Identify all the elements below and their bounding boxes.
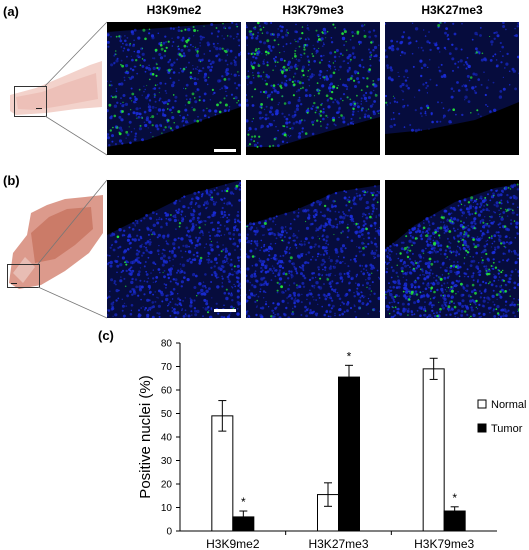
scale-bar-thumb-a	[36, 108, 42, 109]
legend-swatch-tumor	[477, 423, 487, 433]
micrograph-b-h3k27me3	[385, 180, 519, 318]
y-tick-label: 70	[161, 362, 173, 373]
y-tick-label: 20	[161, 480, 173, 491]
zoom-box-a	[14, 86, 47, 117]
zoom-connectors	[37, 21, 108, 319]
significance-marker: *	[452, 491, 457, 505]
significance-marker: *	[347, 349, 352, 363]
y-tick-label: 80	[161, 339, 173, 350]
micrograph-a-h3k27me3	[385, 22, 519, 155]
zoom-box-b	[7, 264, 40, 288]
panel-a-label: (a)	[3, 4, 19, 19]
significance-marker: *	[241, 495, 246, 509]
y-tick-label: 40	[161, 433, 173, 444]
error-bar	[345, 364, 353, 390]
bar-normal-h3k79me3	[422, 368, 445, 532]
error-bar	[450, 506, 459, 516]
micrograph-a-h3k79me3	[246, 22, 380, 155]
error-bar	[324, 482, 332, 507]
micrograph-b-h3k79me3	[246, 180, 380, 318]
y-tick-label: 0	[166, 527, 172, 538]
x-tick-label: H3K79me3	[414, 537, 474, 550]
micrograph-a-h3k9me2	[107, 22, 241, 155]
bar-tumor-h3k27me3	[338, 376, 360, 532]
panel-c-label: (c)	[98, 328, 114, 343]
column-title-h3k27me3: H3K27me3	[421, 3, 483, 17]
error-bar	[239, 510, 248, 524]
bar-chart: Positive nuclei (%) 0 10 20 30 40 50 60 70 80 * H3…	[137, 339, 526, 550]
x-tick-label: H3K27me3	[308, 537, 368, 550]
bar-normal-h3k9me2	[211, 415, 234, 532]
scale-bar-a	[214, 149, 236, 152]
legend-label-normal: Normal	[491, 399, 526, 411]
column-title-h3k9me2: H3K9me2	[146, 3, 202, 17]
legend-swatch-normal	[477, 399, 487, 409]
x-tick-label: H3K9me2	[206, 537, 260, 550]
y-tick-label: 60	[161, 386, 173, 397]
y-tick-label: 10	[161, 503, 173, 514]
error-bar	[429, 357, 438, 380]
scale-bar-thumb-b	[11, 283, 17, 284]
error-bar	[218, 400, 227, 432]
micrograph-b-h3k9me2	[107, 180, 241, 318]
y-tick-label: 30	[161, 456, 173, 467]
overview-section-a	[6, 55, 102, 125]
legend-label-tumor: Tumor	[491, 423, 523, 435]
y-axis-label: Positive nuclei (%)	[137, 375, 154, 498]
panel-b-label: (b)	[3, 173, 20, 188]
scale-bar-b	[214, 309, 236, 312]
y-tick-label: 50	[161, 409, 173, 420]
column-title-h3k79me3: H3K79me3	[282, 3, 344, 17]
